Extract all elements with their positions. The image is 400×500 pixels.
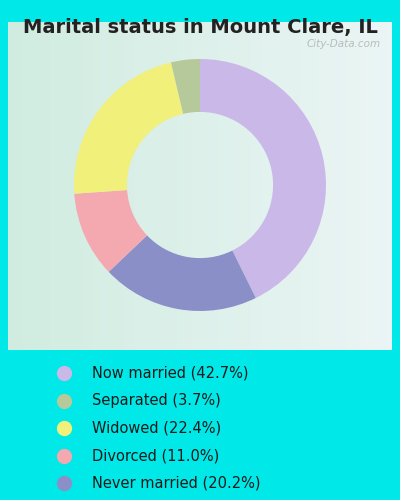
Text: Marital status in Mount Clare, IL: Marital status in Mount Clare, IL	[22, 18, 378, 36]
Wedge shape	[109, 236, 256, 311]
Wedge shape	[171, 59, 200, 114]
Wedge shape	[74, 62, 183, 194]
Text: Divorced (11.0%): Divorced (11.0%)	[92, 448, 219, 464]
Text: Widowed (22.4%): Widowed (22.4%)	[92, 421, 221, 436]
Text: Now married (42.7%): Now married (42.7%)	[92, 366, 248, 381]
Text: Never married (20.2%): Never married (20.2%)	[92, 476, 260, 490]
Wedge shape	[200, 59, 326, 298]
Text: City-Data.com: City-Data.com	[306, 39, 380, 49]
Text: Separated (3.7%): Separated (3.7%)	[92, 394, 221, 408]
Wedge shape	[74, 190, 147, 272]
